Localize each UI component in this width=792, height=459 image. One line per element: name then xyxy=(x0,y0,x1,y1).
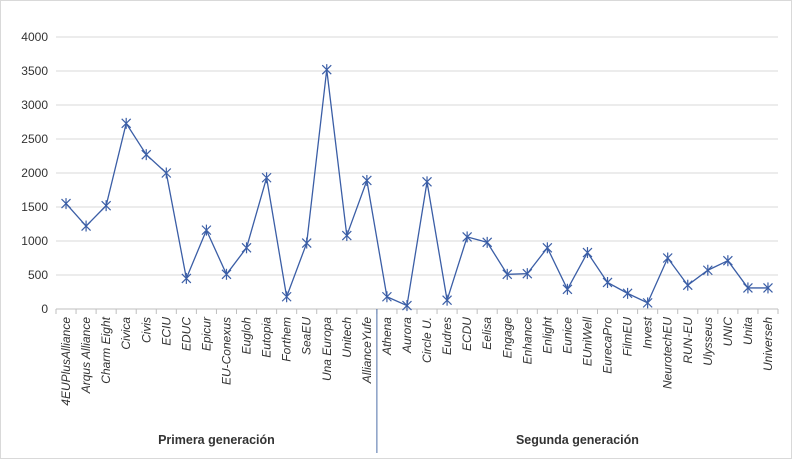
y-axis-ticks: 0 500 1000 1500 2000 2500 3000 3500 4000 xyxy=(21,30,48,316)
data-point xyxy=(562,283,573,295)
x-tick-label: Arqus Alliance xyxy=(79,317,93,395)
group-label-primera: Primera generación xyxy=(158,433,275,447)
data-point xyxy=(522,268,533,280)
series xyxy=(61,64,773,312)
data-point xyxy=(181,272,192,284)
series-line xyxy=(65,69,768,307)
data-point xyxy=(763,282,773,294)
x-tick-label: Eugloh xyxy=(240,317,254,355)
data-point xyxy=(602,276,613,288)
data-point xyxy=(482,236,493,248)
x-tick-label: Civis xyxy=(139,317,153,343)
x-tick-label: Aurora xyxy=(400,317,414,354)
x-tick-label: Ulysseus xyxy=(701,317,715,366)
data-point xyxy=(722,255,733,267)
y-tick-label: 3000 xyxy=(21,98,48,112)
group-label-segunda: Segunda generación xyxy=(516,433,639,447)
x-tick-label: Enhance xyxy=(520,317,534,365)
data-point xyxy=(361,174,372,186)
data-point xyxy=(81,220,92,232)
data-point xyxy=(101,200,112,212)
y-tick-label: 4000 xyxy=(21,30,48,44)
data-point xyxy=(381,291,392,303)
data-point xyxy=(221,268,232,280)
x-tick-label: Engage xyxy=(500,317,514,359)
y-tick-label: 0 xyxy=(41,302,48,316)
x-tick-label: EUniWell xyxy=(580,317,594,366)
data-point xyxy=(281,291,292,303)
x-tick-label: AllianceYufe xyxy=(360,317,374,385)
y-tick-label: 1500 xyxy=(21,200,48,214)
x-axis-ticks: 4EUPlusAlliance Arqus Alliance Charm Eight… xyxy=(59,316,775,406)
data-point xyxy=(61,198,71,210)
x-tick-label: Universeh xyxy=(761,317,775,371)
x-tick-label: Circle U. xyxy=(420,317,434,363)
data-point xyxy=(682,279,693,291)
data-point xyxy=(442,294,453,306)
x-tick-label: 4EUPlusAlliance xyxy=(59,317,73,406)
x-tick-label: NeurotechEU xyxy=(661,317,675,389)
x-tick-label: RUN-EU xyxy=(681,317,695,364)
x-tick-label: EurecaPro xyxy=(601,317,615,374)
x-tick-label: Una Europa xyxy=(320,317,334,381)
y-tick-label: 500 xyxy=(28,268,48,282)
x-tick-label: ECIU xyxy=(159,317,173,346)
x-tick-label: Eelisa xyxy=(480,317,494,350)
x-tick-label: Civica xyxy=(119,317,133,350)
x-tick-label: Unitech xyxy=(340,317,354,358)
data-point xyxy=(742,282,753,294)
data-point xyxy=(121,117,132,129)
y-tick-label: 2000 xyxy=(21,166,48,180)
data-point xyxy=(301,237,312,249)
data-point xyxy=(321,64,332,76)
x-tick-label: Invest xyxy=(641,316,655,349)
category-groups: Primera generación Segunda generación xyxy=(158,433,639,447)
data-point xyxy=(642,297,653,309)
data-point xyxy=(542,242,553,254)
data-point xyxy=(402,300,412,312)
data-point xyxy=(141,149,152,161)
data-point xyxy=(462,231,473,243)
x-tick-label: Epicur xyxy=(199,316,213,351)
y-tick-label: 3500 xyxy=(21,64,48,78)
data-point xyxy=(261,172,272,184)
data-point xyxy=(702,264,713,276)
data-point xyxy=(161,167,172,179)
x-tick-label: Eunice xyxy=(560,317,574,354)
data-point xyxy=(582,247,593,259)
data-point xyxy=(341,230,352,242)
x-tick-label: Charm Eight xyxy=(99,316,113,383)
data-point xyxy=(201,224,212,236)
axes xyxy=(55,308,779,453)
x-tick-label: Enlight xyxy=(540,316,554,353)
y-tick-label: 2500 xyxy=(21,132,48,146)
x-tick-label: Forthem xyxy=(280,317,294,362)
x-tick-label: Eutopia xyxy=(260,317,274,358)
data-point xyxy=(622,287,633,299)
x-tick-label: Unita xyxy=(741,317,755,345)
data-point xyxy=(502,268,513,280)
x-tick-label: Eudres xyxy=(440,317,454,355)
data-point xyxy=(241,242,252,254)
x-tick-label: EU-Conexus xyxy=(219,317,233,385)
x-tick-label: EDUC xyxy=(179,317,193,351)
x-tick-label: SeaEU xyxy=(300,317,314,355)
data-point xyxy=(422,176,432,188)
x-tick-label: ECDU xyxy=(460,317,474,351)
y-tick-label: 1000 xyxy=(21,234,48,248)
gridlines xyxy=(56,36,778,276)
x-tick-label: FilmEU xyxy=(621,317,635,357)
data-point xyxy=(662,252,673,264)
x-tick-label: UNIC xyxy=(721,317,735,347)
x-tick-label: Athena xyxy=(380,317,394,356)
